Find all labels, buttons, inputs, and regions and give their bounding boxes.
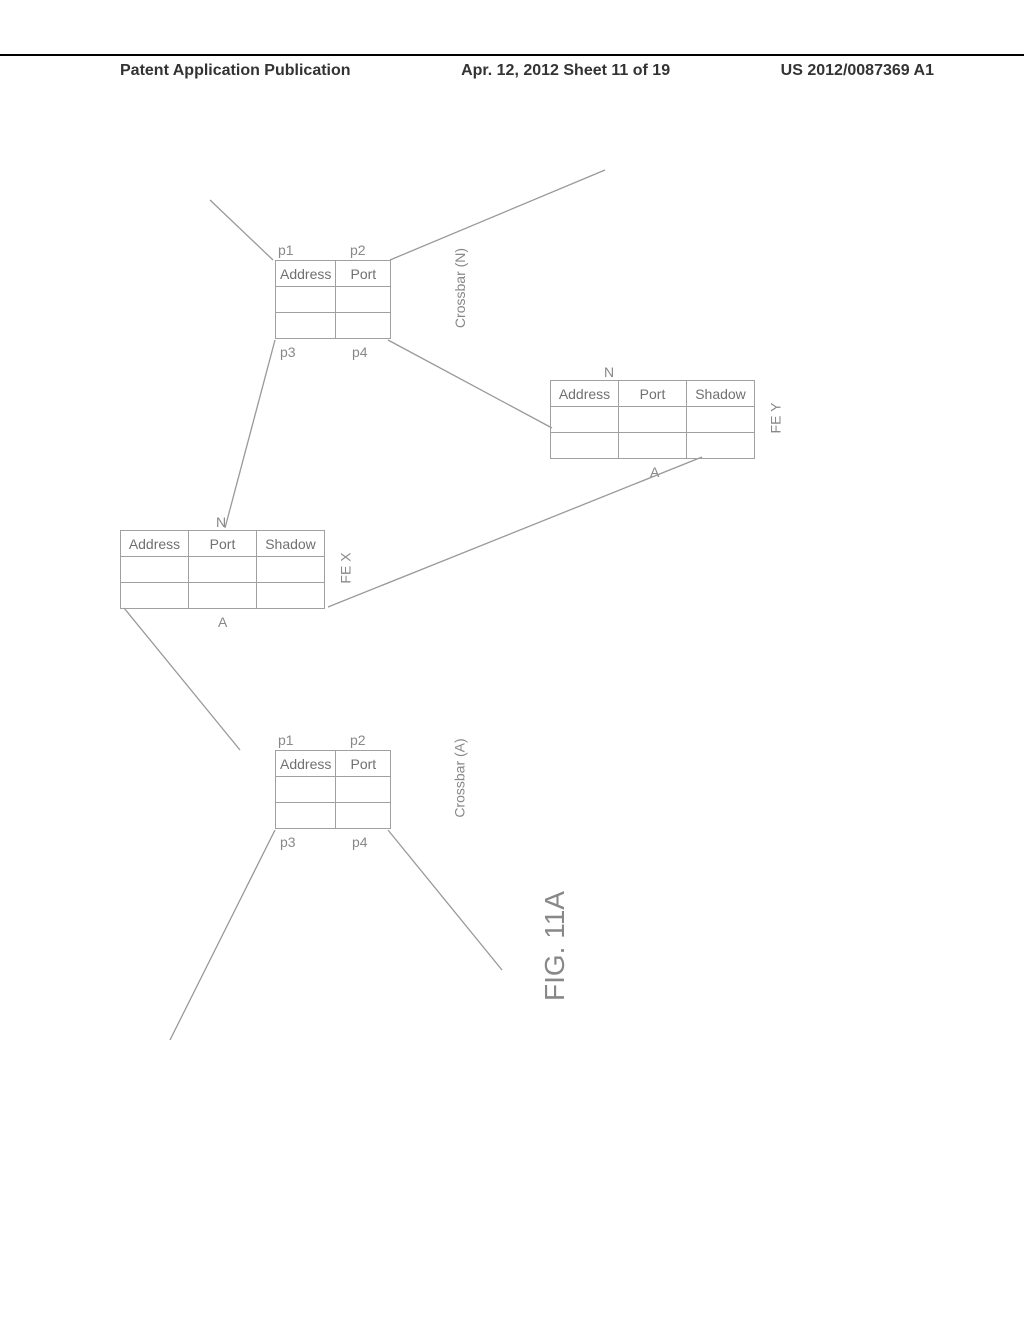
cell [121,557,189,583]
line [388,340,552,428]
connector-lines [120,160,900,1140]
cell [276,287,336,313]
port-p1: p1 [278,242,294,258]
col-port: Port [189,531,257,557]
fe-y-link-n: N [604,364,614,380]
col-port: Port [619,381,687,407]
crossbar-a-title: Crossbar (A) [452,738,468,817]
cell [257,557,325,583]
port-p1: p1 [278,732,294,748]
line [328,457,702,607]
col-address: Address [276,261,336,287]
header-center: Apr. 12, 2012 Sheet 11 of 19 [461,62,670,80]
cell [619,407,687,433]
col-address: Address [551,381,619,407]
port-p4: p4 [352,834,368,850]
port-p3: p3 [280,834,296,850]
fe-x-table: Address Port Shadow [120,530,325,609]
cell [336,777,391,803]
line [170,830,275,1040]
line [210,200,273,260]
port-p2: p2 [350,242,366,258]
cell [276,803,336,829]
col-address: Address [276,751,336,777]
line [390,170,605,260]
fe-x-title: FE X [338,552,354,583]
fe-x-link-n: N [216,514,226,530]
cell [336,803,391,829]
port-p2: p2 [350,732,366,748]
port-p3: p3 [280,344,296,360]
line [225,340,275,528]
header-right: US 2012/0087369 A1 [781,62,934,80]
col-shadow: Shadow [257,531,325,557]
page-header: Patent Application Publication Apr. 12, … [0,54,1024,80]
header-row: Patent Application Publication Apr. 12, … [0,62,1024,80]
col-address: Address [121,531,189,557]
cell [257,583,325,609]
line [388,830,502,970]
cell [551,433,619,459]
fe-y-link-a: A [650,464,659,480]
cell [336,287,391,313]
cell [687,407,755,433]
cell [336,313,391,339]
header-left: Patent Application Publication [120,62,351,80]
cell [619,433,687,459]
cell [551,407,619,433]
col-shadow: Shadow [687,381,755,407]
figure-label: FIG. 11A [539,891,571,1001]
cell [189,583,257,609]
cell [687,433,755,459]
port-p4: p4 [352,344,368,360]
cell [121,583,189,609]
col-port: Port [336,261,391,287]
fe-y-title: FE Y [767,403,783,434]
fe-y-table: Address Port Shadow [550,380,755,459]
cell [276,313,336,339]
crossbar-n-title: Crossbar (N) [452,248,468,328]
figure-diagram: Address Port Crossbar (N) p1 p2 p3 p4 Ad… [120,160,900,1140]
cell [276,777,336,803]
crossbar-n-table: Address Port [275,260,391,339]
fe-x-link-a: A [218,614,227,630]
crossbar-a-table: Address Port [275,750,391,829]
col-port: Port [336,751,391,777]
cell [189,557,257,583]
